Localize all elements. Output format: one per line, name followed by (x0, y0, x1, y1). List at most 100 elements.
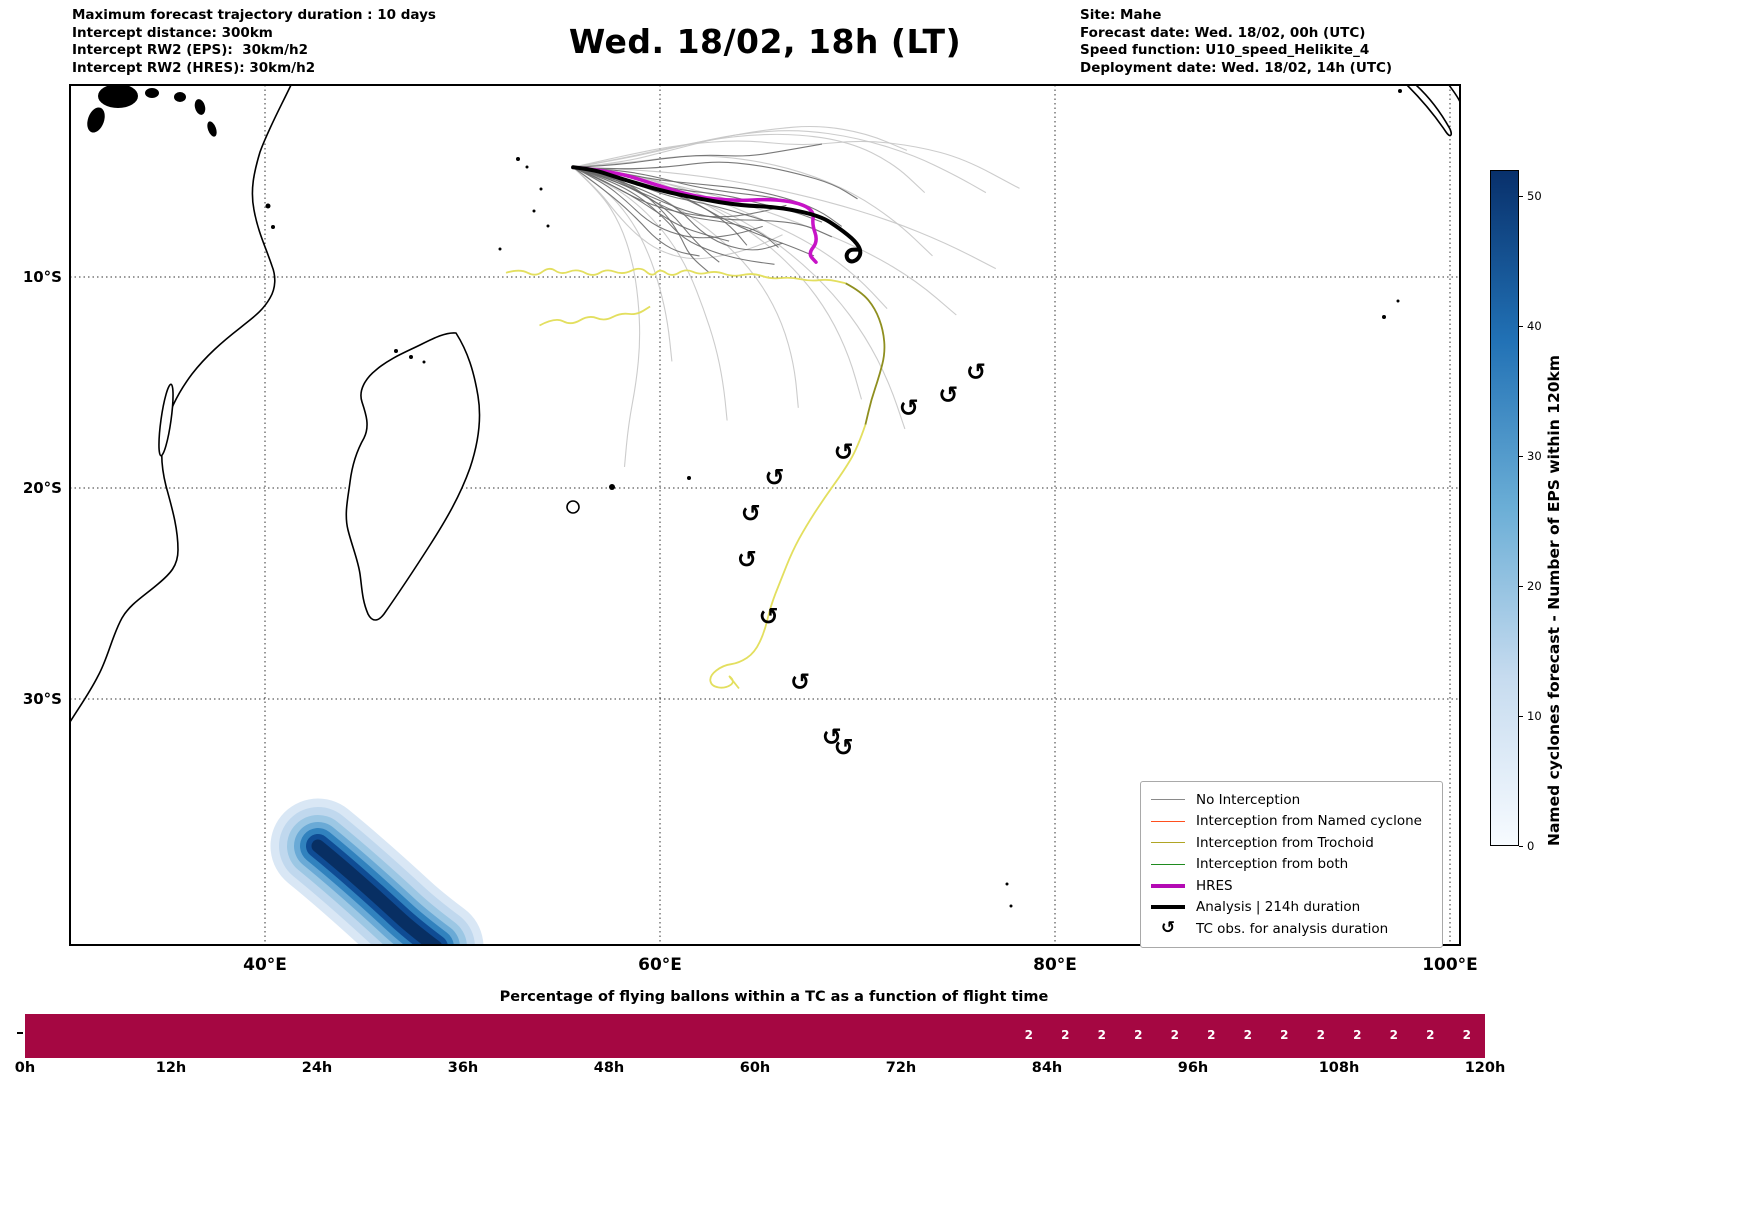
eps-track-dark (572, 166, 710, 274)
legend-line-swatch (1151, 820, 1185, 822)
eps-track-dark (572, 166, 815, 257)
legend-item-5: Analysis | 214h duration (1151, 897, 1432, 919)
bar-x-tick-label: 120h (1464, 1060, 1506, 1076)
map-gridlines (70, 85, 1460, 945)
analysis-track (571, 165, 863, 264)
coastlines (70, 85, 1460, 908)
tc-obs-icon: ↺ (834, 438, 854, 466)
bar-value-label: 2 (1462, 1028, 1471, 1042)
colorbar-tickmark (1519, 846, 1523, 848)
bar-x-tick-label: 108h (1318, 1060, 1360, 1076)
coastline-madagascar (345, 332, 481, 621)
tc-observations: ↺↺↺↺↺↺↺↺↺↺↺ (737, 358, 986, 762)
colorbar-ticklabel: 10 (1527, 709, 1542, 723)
bar-x-tick-label: 0h (14, 1060, 36, 1076)
bar-x-tick-label: 12h (155, 1060, 187, 1076)
colorbar-ticklabel: 20 (1527, 579, 1542, 593)
legend-item-3: Interception from both (1151, 854, 1432, 876)
trochoid-track (709, 424, 867, 690)
header-right-info: Site: Mahe Forecast date: Wed. 18/02, 00h… (1080, 7, 1392, 77)
bar-value-label: 2 (1280, 1028, 1289, 1042)
coastline-africa (70, 85, 292, 723)
eps-track-dark (572, 166, 833, 238)
y-tick-label: 10°S (23, 268, 62, 286)
legend-label: Interception from Trochoid (1196, 834, 1374, 851)
eps-track-light (572, 166, 641, 467)
tc-obs-icon: ↺ (790, 668, 810, 696)
island-reunion (566, 500, 580, 514)
eps-track-light (572, 140, 1020, 189)
eps-track-dark (573, 166, 720, 263)
header-right-line-1: Forecast date: Wed. 18/02, 00h (UTC) (1080, 24, 1366, 41)
small-islands (265, 89, 1402, 908)
hres-track (571, 165, 818, 264)
eps-track-light (572, 166, 783, 260)
bar-x-tick-label: 84h (1031, 1060, 1063, 1076)
figure-title: Wed. 18/02, 18h (LT) (568, 22, 962, 61)
colorbar-tickmark (1519, 456, 1523, 458)
legend-label: No Interception (1196, 791, 1301, 808)
eps-track-light (572, 166, 728, 421)
colorbar-tickmark (1519, 196, 1523, 198)
colorbar-ticklabel: 30 (1527, 449, 1542, 463)
header-left-line-2: Intercept RW2 (EPS): 30km/h2 (72, 42, 308, 58)
header-right-line-3: Deployment date: Wed. 18/02, 14h (UTC) (1080, 59, 1393, 76)
eps-track-dark (573, 143, 823, 168)
eps-track-light (573, 166, 997, 270)
tc-obs-icon: ↺ (741, 499, 761, 527)
header-left-line-1: Intercept distance: 300km (72, 24, 273, 41)
legend-item-1: Interception from Named cyclone (1151, 811, 1432, 833)
x-tick-label: 40°E (243, 955, 287, 975)
bar-value-label: 2 (1389, 1028, 1398, 1042)
x-tick-label: 80°E (1033, 955, 1077, 975)
bar-value-label: 2 (1024, 1028, 1033, 1042)
bar-value-label: 2 (1097, 1028, 1106, 1042)
lake-malawi (158, 383, 174, 457)
colorbar-ticklabel: 0 (1527, 839, 1535, 853)
eps-track-light (573, 130, 987, 194)
tc-obs-icon: ↺ (737, 546, 757, 574)
legend-line-swatch (1151, 883, 1185, 888)
legend-line-swatch (1151, 842, 1185, 844)
trochoid-track (845, 282, 886, 425)
map-legend: No Interception Interception from Named c… (1140, 781, 1443, 948)
bar-value-label: 2 (1061, 1028, 1070, 1042)
eps-density-contours (270, 798, 484, 945)
legend-item-4: HRES (1151, 875, 1432, 897)
colorbar-ticklabel: 40 (1527, 319, 1542, 333)
eps-track-dark (573, 166, 807, 206)
y-tick-label: 20°S (23, 479, 62, 497)
lakes (87, 85, 217, 137)
eps-track-dark (573, 161, 858, 200)
header-left-line-0: Maximum forecast trajectory duration : 1… (72, 7, 436, 23)
legend-item-6: ↺ TC obs. for analysis duration (1151, 918, 1432, 940)
bar-value-label: 2 (1170, 1028, 1179, 1042)
header-left-info: Maximum forecast trajectory duration : 1… (72, 7, 436, 77)
bar-value-label: 2 (1134, 1028, 1143, 1042)
legend-label: Interception from Named cyclone (1196, 813, 1422, 830)
y-tick-label: 30°S (23, 690, 62, 708)
bar-x-tick-label: 60h (739, 1060, 771, 1076)
bar-x-tick-label: 72h (885, 1060, 917, 1076)
colorbar (1490, 170, 1519, 846)
tc-obs-icon: ↺ (834, 734, 854, 762)
map-frame (69, 84, 1461, 946)
colorbar-tickmark (1519, 716, 1523, 718)
tc-obs-icon: ↺ (899, 394, 919, 422)
tc-obs-icon: ↺ (966, 358, 986, 386)
legend-line-swatch (1151, 799, 1185, 801)
trajectory-tracks (505, 125, 1020, 690)
bar-value-label: 2 (1316, 1028, 1325, 1042)
coastline-sumatra-2 (1448, 85, 1460, 103)
legend-label: Analysis | 214h duration (1196, 899, 1361, 916)
eps-track-dark (572, 166, 775, 265)
bar-chart-band (25, 1014, 1485, 1058)
bar-x-tick-label: 36h (447, 1060, 479, 1076)
x-tick-label: 100°E (1422, 955, 1478, 975)
bar-x-tick-label: 24h (301, 1060, 333, 1076)
bar-value-label: 2 (1243, 1028, 1252, 1042)
header-right-line-2: Speed function: U10_speed_Helikite_4 (1080, 42, 1370, 58)
eps-track-light (572, 166, 673, 362)
bar-value-label: 2 (1353, 1028, 1362, 1042)
